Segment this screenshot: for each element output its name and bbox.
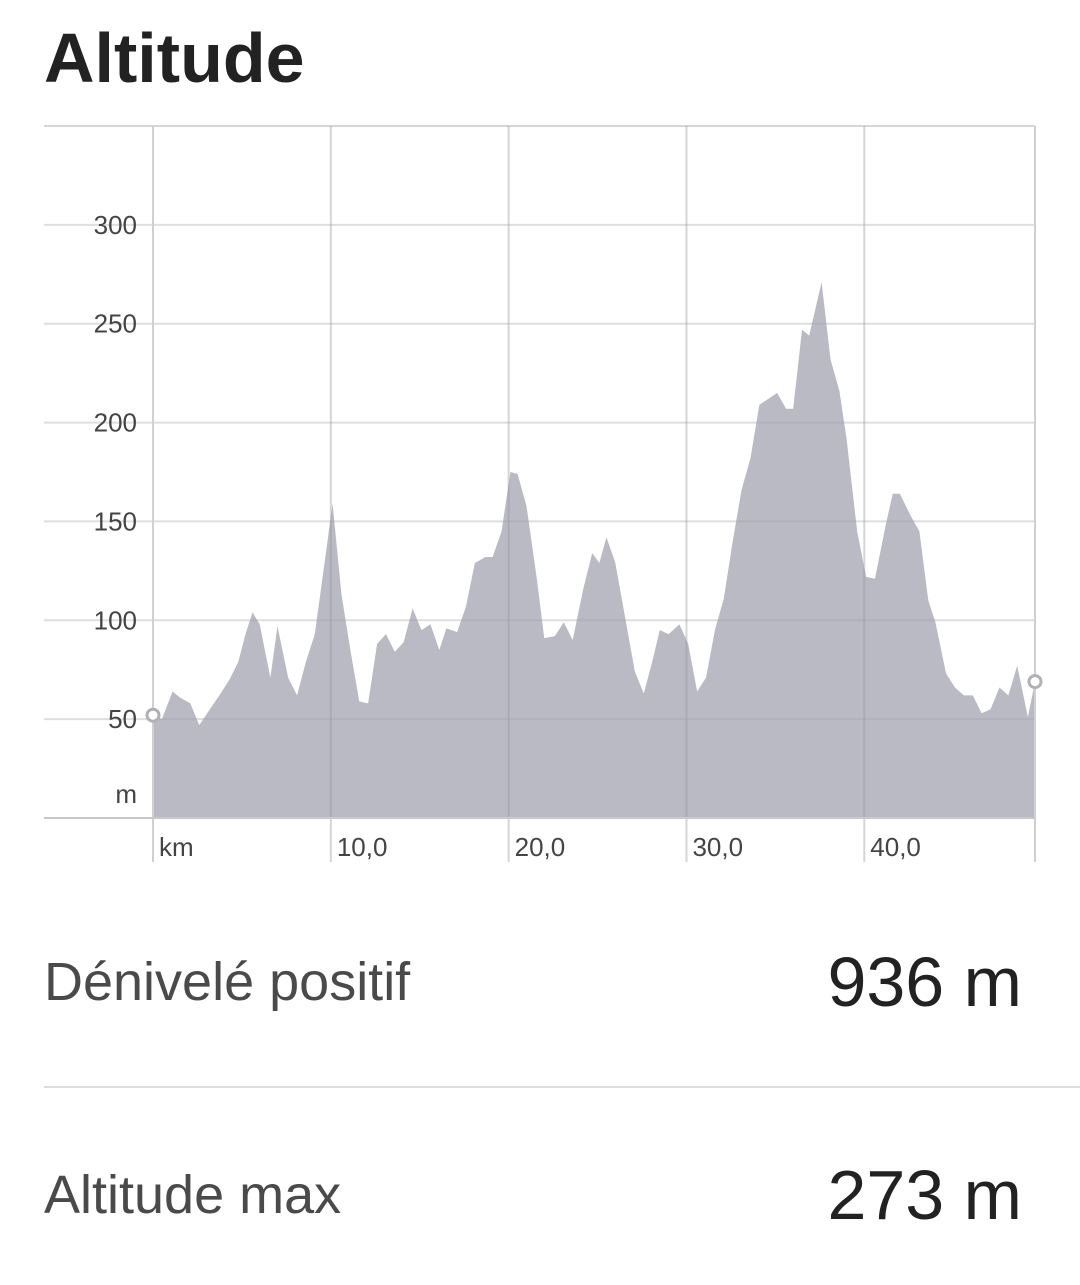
stat-value: 273 m [827,1156,1022,1234]
stat-value: 936 m [827,943,1022,1021]
endpoint-marker [1027,674,1043,690]
y-tick-label: 250 [94,309,137,339]
stat-label: Altitude max [44,1165,341,1225]
endpoint-marker [145,707,161,723]
y-tick-label: 50 [108,704,137,734]
stat-label: Dénivelé positif [44,952,411,1012]
chart: 50 100 150 200 250 300 10,0 20,0 30,0 40,0 kmm [44,125,1043,862]
y-axis-label: m [115,779,137,809]
title: Altitude [44,19,305,97]
x-tick-label: 20,0 [515,832,566,862]
x-tick-label: 10,0 [337,832,388,862]
y-tick-label: 200 [94,408,137,438]
y-tick-label: 300 [94,210,137,240]
x-tick-label: 30,0 [692,832,743,862]
y-tick-label: 150 [94,506,137,536]
x-tick-label: 40,0 [870,832,921,862]
y-tick-label: 100 [94,605,137,635]
altitude-area [153,282,1035,818]
x-axis-label: km [159,832,194,862]
